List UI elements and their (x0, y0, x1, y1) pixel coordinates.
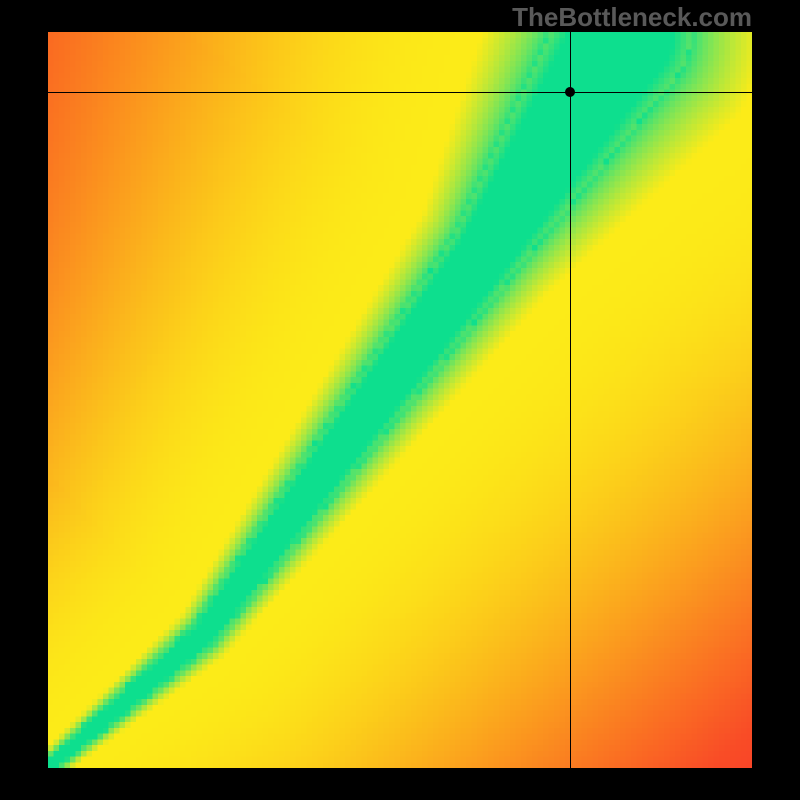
watermark-text: TheBottleneck.com (512, 2, 752, 33)
bottleneck-heatmap (48, 32, 752, 768)
crosshair-horizontal-line (48, 92, 752, 93)
crosshair-vertical-line (570, 32, 571, 768)
crosshair-marker (565, 87, 575, 97)
